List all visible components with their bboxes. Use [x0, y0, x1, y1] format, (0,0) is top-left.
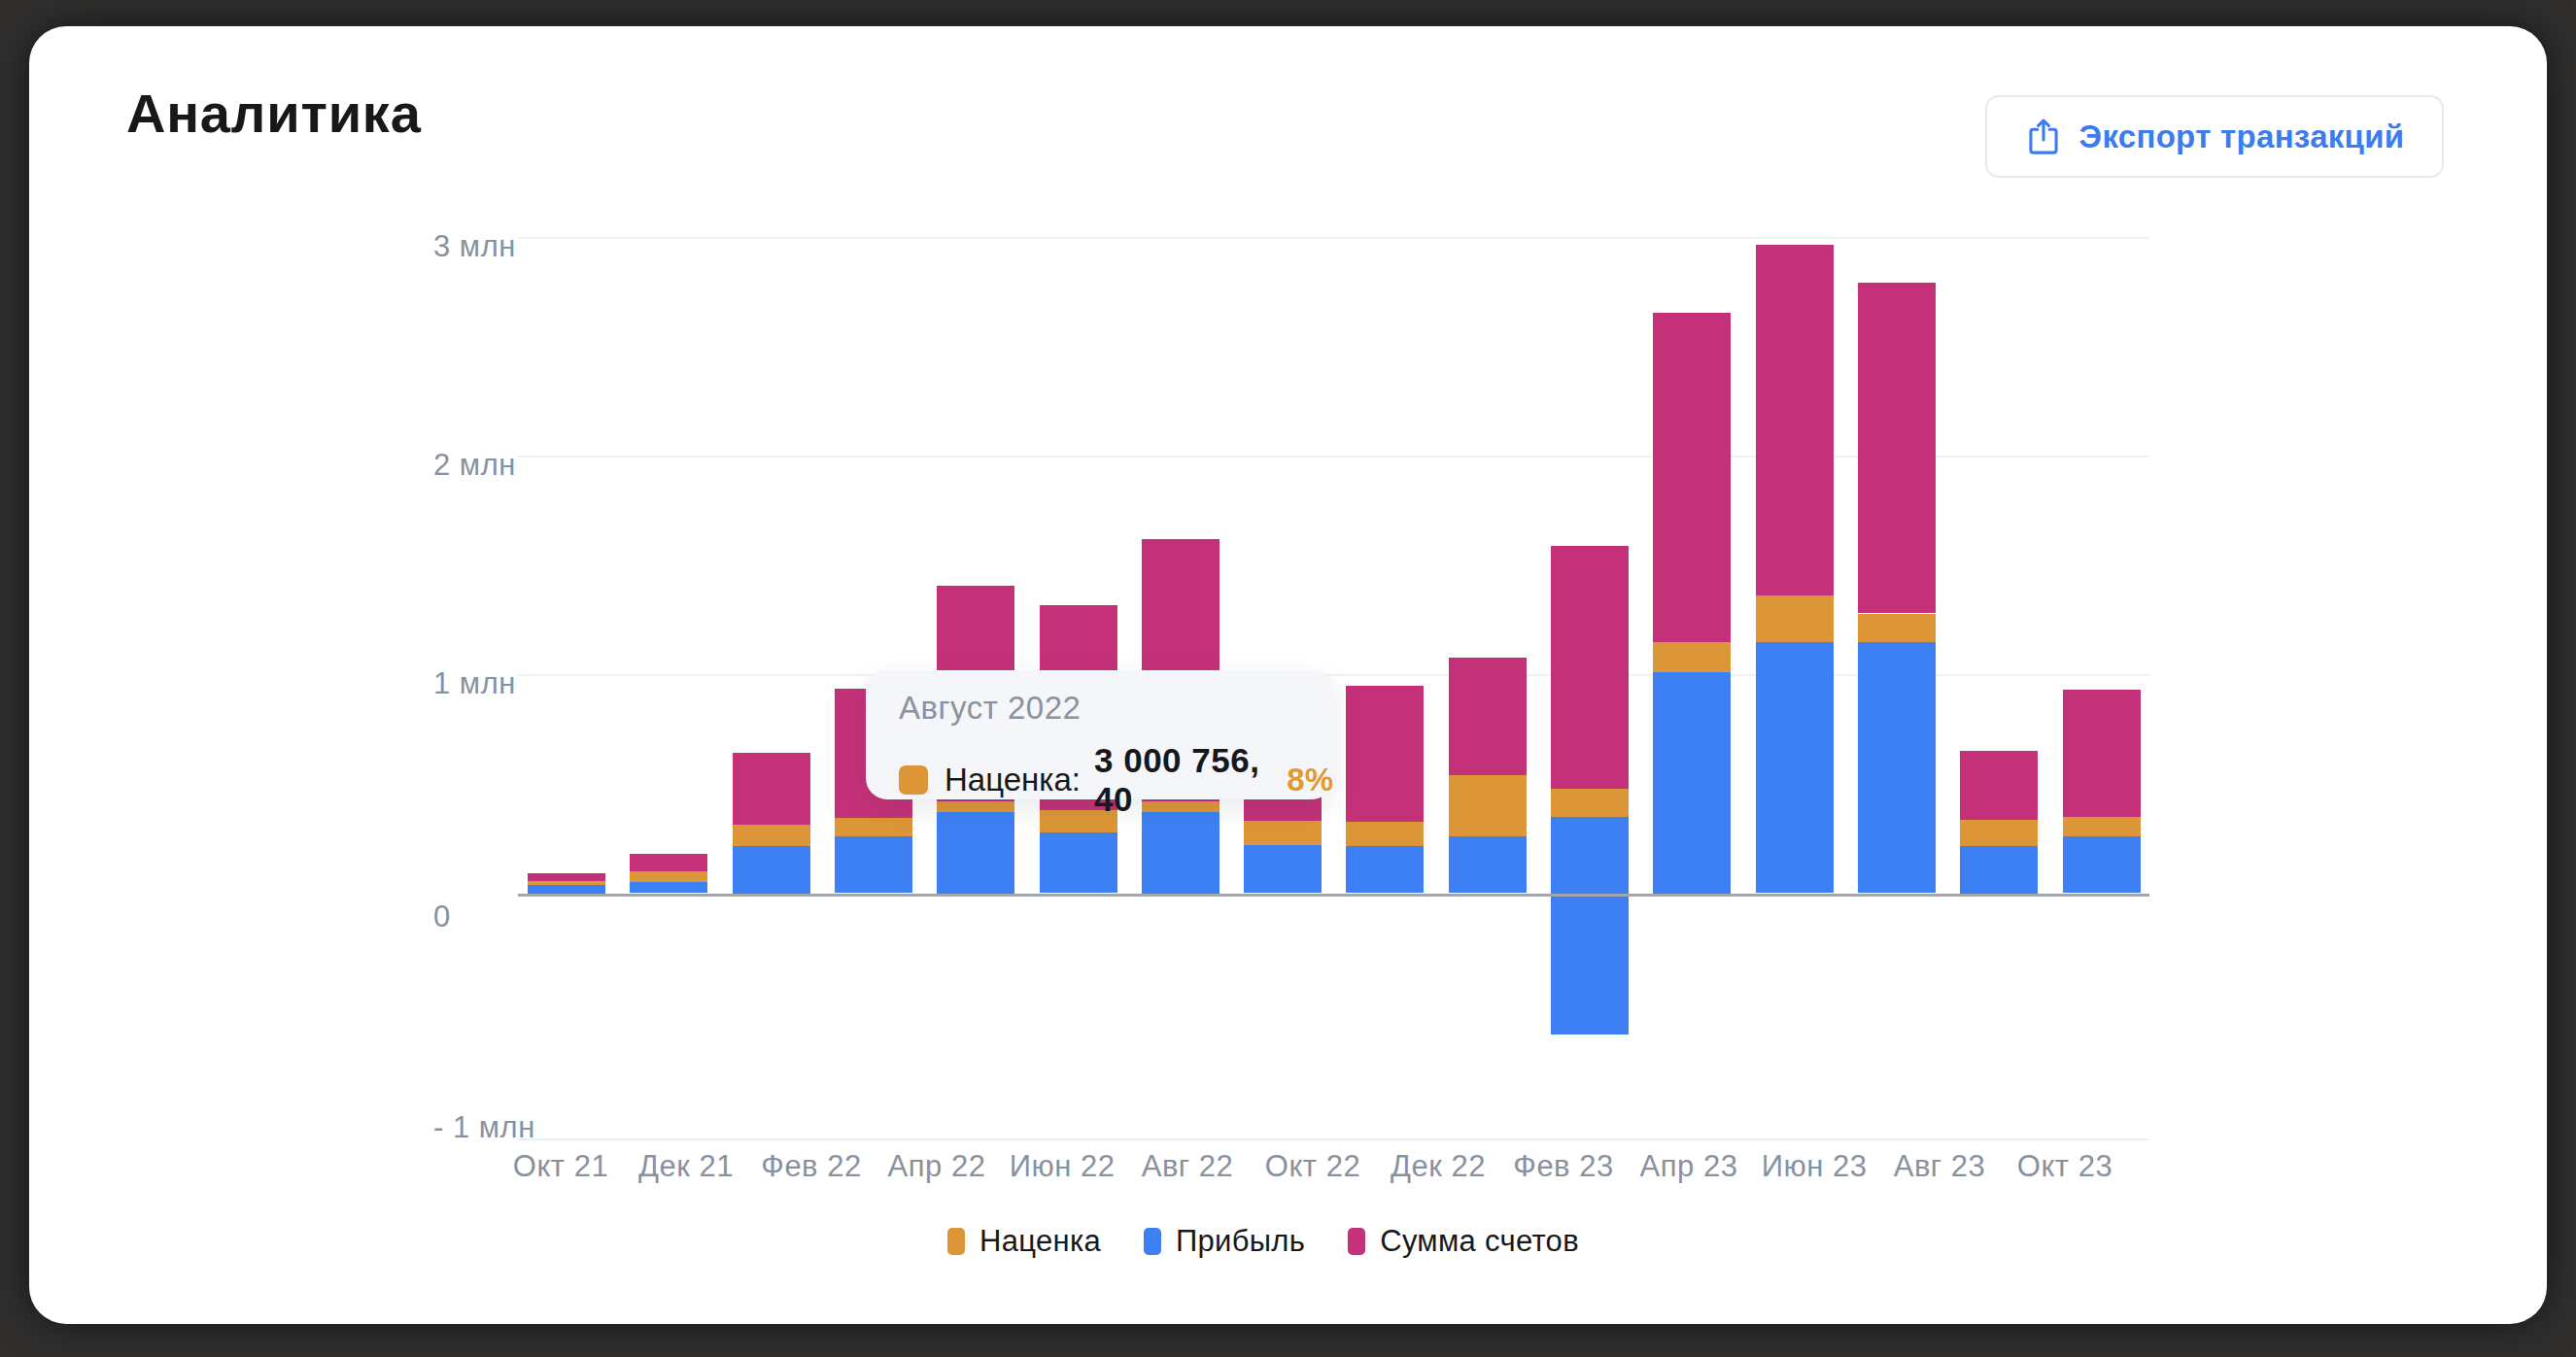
invoices-swatch — [1348, 1228, 1365, 1255]
tooltip-month-title: Август 2022 — [899, 690, 1333, 727]
bar-12-profit-segment[interactable] — [1653, 672, 1731, 893]
tooltip-value: 3 000 756, 40 — [1094, 741, 1268, 819]
bar-8-markup-segment[interactable] — [1244, 821, 1322, 845]
bar-15-profit-segment[interactable] — [1960, 846, 2038, 893]
app-screen: Аналитика Экспорт транзакций 3 млн2 млн1… — [0, 0, 2576, 1357]
bar-2-markup-segment[interactable] — [630, 871, 707, 882]
bar-9-invoices-segment[interactable] — [1346, 686, 1424, 823]
tooltip-value-row: Наценка: 3 000 756, 40 8% — [899, 741, 1333, 819]
export-transactions-button[interactable]: Экспорт транзакций — [1985, 95, 2444, 178]
legend-item-profit[interactable]: Прибыль — [1144, 1224, 1305, 1259]
bar-5-profit-segment[interactable] — [937, 812, 1014, 893]
bar-10-invoices-segment[interactable] — [1449, 658, 1527, 775]
bar-15-markup-segment[interactable] — [1960, 820, 2038, 846]
bar-3-profit-segment[interactable] — [733, 846, 810, 893]
bar-1-profit-segment[interactable] — [528, 885, 605, 894]
bar-9-profit-segment[interactable] — [1346, 846, 1424, 894]
bar-16-profit-segment[interactable] — [2063, 836, 2141, 893]
bar-2-invoices-segment[interactable] — [630, 854, 707, 870]
bar-12-invoices-segment[interactable] — [1653, 313, 1731, 642]
tooltip-percent: 8% — [1287, 762, 1333, 798]
bar-3-invoices-segment[interactable] — [733, 753, 810, 824]
bar-11-markup-segment[interactable] — [1551, 789, 1629, 817]
bar-16-markup-segment[interactable] — [2063, 817, 2141, 836]
bar-10-markup-segment[interactable] — [1449, 775, 1527, 836]
bar-4-markup-segment[interactable] — [835, 818, 912, 836]
bar-11-invoices-segment[interactable] — [1551, 546, 1629, 789]
bar-14-invoices-segment[interactable] — [1858, 283, 1936, 613]
legend-item-invoices[interactable]: Сумма счетов — [1348, 1224, 1579, 1259]
bar-13-profit-segment[interactable] — [1756, 642, 1834, 894]
profit-swatch — [1144, 1228, 1161, 1255]
bar-8-profit-segment[interactable] — [1244, 845, 1322, 893]
bar-14-profit-segment[interactable] — [1858, 642, 1936, 894]
bar-16-invoices-segment[interactable] — [2063, 690, 2141, 818]
page-title: Аналитика — [126, 82, 422, 145]
chart-tooltip: Август 2022 Наценка: 3 000 756, 40 8% — [866, 670, 1333, 799]
bar-14-markup-segment[interactable] — [1858, 614, 1936, 642]
share-icon — [2025, 118, 2062, 156]
markup-swatch — [947, 1228, 965, 1255]
legend-item-markup[interactable]: Наценка — [947, 1224, 1101, 1259]
bar-7-profit-segment[interactable] — [1142, 812, 1219, 893]
bar-13-invoices-segment[interactable] — [1756, 245, 1834, 595]
legend-label-profit: Прибыль — [1176, 1224, 1305, 1259]
bar-3-markup-segment[interactable] — [733, 825, 810, 847]
bar-11-profit-segment[interactable] — [1551, 817, 1629, 1035]
export-transactions-label: Экспорт транзакций — [2079, 119, 2405, 155]
chart-legend: Наценка Прибыль Сумма счетов — [947, 1224, 1579, 1259]
bar-1-invoices-segment[interactable] — [528, 873, 605, 881]
bar-13-markup-segment[interactable] — [1756, 595, 1834, 642]
bar-2-profit-segment[interactable] — [630, 882, 707, 894]
bar-12-markup-segment[interactable] — [1653, 642, 1731, 672]
bar-10-profit-segment[interactable] — [1449, 836, 1527, 893]
bar-6-profit-segment[interactable] — [1040, 832, 1117, 894]
legend-label-invoices: Сумма счетов — [1380, 1224, 1579, 1259]
bar-1-markup-segment[interactable] — [528, 881, 605, 884]
bar-15-invoices-segment[interactable] — [1960, 751, 2038, 821]
bar-4-profit-segment[interactable] — [835, 836, 912, 894]
tooltip-series-label: Наценка: — [945, 762, 1081, 798]
tooltip-markup-swatch — [899, 765, 928, 795]
legend-label-markup: Наценка — [979, 1224, 1101, 1259]
bar-9-markup-segment[interactable] — [1346, 822, 1424, 846]
